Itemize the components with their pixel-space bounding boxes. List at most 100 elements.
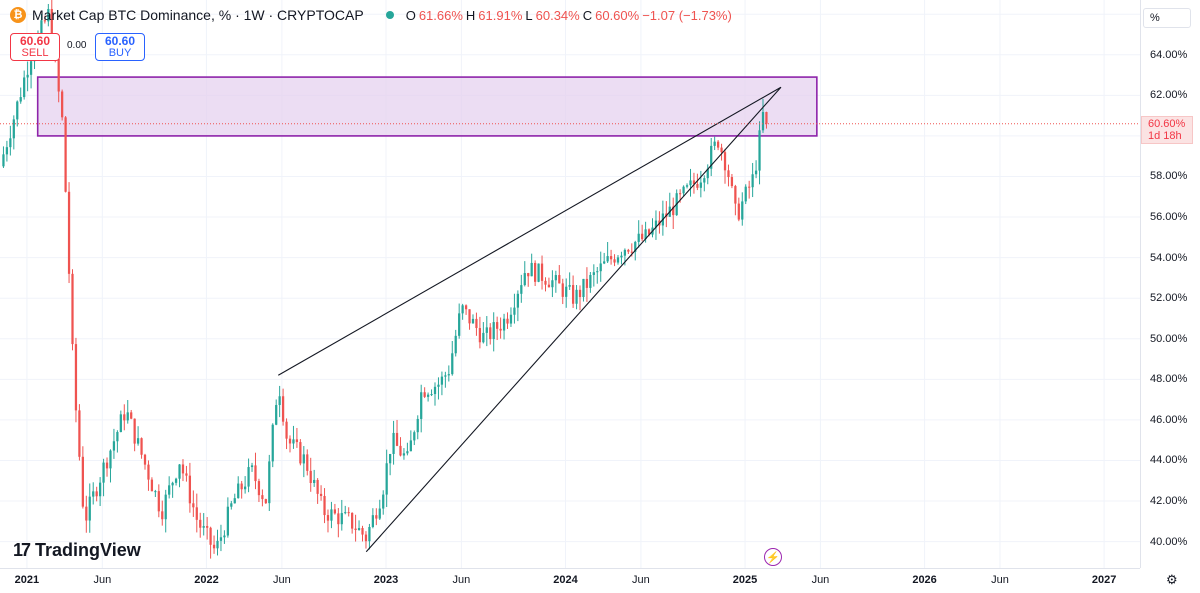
candle-body: [364, 534, 368, 542]
x-tick-label: 2021: [14, 574, 40, 586]
candle-body: [23, 77, 26, 98]
candle-body: [26, 74, 29, 78]
price-scale[interactable]: [1140, 0, 1200, 568]
candle-body: [316, 479, 319, 494]
candle-body: [116, 432, 119, 442]
candle-body: [565, 286, 568, 297]
candle-body: [389, 453, 392, 464]
candle-body: [275, 405, 278, 425]
candle-body: [98, 482, 102, 497]
candle-body: [603, 261, 606, 264]
candle-body: [609, 256, 613, 260]
y-tick-label: 62.00%: [1150, 89, 1188, 102]
chart-pane[interactable]: ₿ Market Cap BTC Dominance, % · 1W · CRY…: [0, 0, 1140, 568]
candle-body: [392, 432, 395, 454]
candle-body: [464, 305, 468, 310]
candle-body: [216, 540, 219, 549]
candle-body: [226, 506, 229, 536]
candle-body: [174, 478, 178, 483]
candle-body: [9, 138, 12, 148]
candle-body: [751, 174, 754, 188]
x-tick-label: Jun: [991, 574, 1009, 586]
candle-body: [243, 486, 247, 490]
candle-body: [523, 273, 526, 286]
candle-body: [223, 535, 226, 538]
candle-body: [188, 475, 192, 504]
candle-body: [496, 322, 499, 329]
candle-body: [627, 249, 630, 252]
y-tick-label: 58.00%: [1150, 170, 1188, 183]
candle-body: [761, 112, 765, 131]
candle-body: [50, 8, 53, 49]
candle-body: [689, 180, 692, 186]
candle-body: [2, 154, 5, 167]
candle-body: [571, 285, 575, 304]
candle-body: [478, 328, 482, 343]
y-tick-label: 50.00%: [1150, 332, 1188, 345]
candle-body: [92, 491, 95, 497]
chart-svg[interactable]: [0, 0, 1140, 568]
candle-body: [313, 479, 316, 484]
candle-body: [81, 456, 84, 507]
candle-body: [416, 418, 419, 433]
candle-body: [537, 263, 540, 282]
y-tick-label: 44.00%: [1150, 454, 1188, 467]
candle-body: [613, 259, 616, 263]
candle-body: [641, 233, 644, 240]
candle-body: [5, 147, 9, 155]
settings-gear-icon[interactable]: ⚙: [1166, 572, 1178, 587]
buy-label: BUY: [108, 47, 132, 59]
candle-body: [378, 508, 381, 519]
candle-body: [57, 58, 60, 92]
spread-value: 0.00: [67, 40, 87, 51]
candle-body: [168, 485, 171, 495]
trend-line-lower: [365, 86, 782, 553]
candle-body: [288, 438, 292, 444]
buy-button[interactable]: 60.60 BUY: [95, 33, 145, 61]
sell-button[interactable]: 60.60 SELL: [10, 33, 60, 61]
candle-body: [679, 193, 682, 195]
candle-body: [596, 271, 599, 273]
x-tick-label: Jun: [632, 574, 650, 586]
sell-label: SELL: [21, 47, 49, 59]
candle-body: [237, 483, 240, 499]
candle-body: [161, 511, 164, 520]
candle-body: [333, 509, 337, 514]
x-tick-label: Jun: [93, 574, 112, 586]
candle-body: [306, 454, 309, 471]
candle-body: [185, 473, 188, 476]
ohlc-high: 61.91%: [478, 7, 523, 23]
last-price-value: 60.60%: [1148, 117, 1186, 130]
candle-body: [154, 491, 157, 493]
candle-body: [485, 327, 488, 333]
candle-body: [382, 494, 385, 509]
candle-body: [437, 384, 440, 387]
y-tick-label: 48.00%: [1150, 373, 1188, 386]
candle-body: [47, 8, 50, 22]
candle-body: [29, 61, 33, 75]
ohlc-close: 60.60%: [595, 7, 640, 23]
candle-body: [240, 483, 243, 490]
trend-lines: [277, 86, 782, 553]
lightning-icon[interactable]: ⚡: [764, 548, 782, 566]
candle-body: [616, 257, 620, 263]
scale-mode-button[interactable]: %: [1143, 8, 1191, 28]
candle-body: [319, 493, 323, 496]
candles: [2, 0, 768, 559]
candle-body: [489, 327, 492, 340]
candle-body: [540, 263, 544, 281]
y-tick-label: 64.00%: [1150, 48, 1188, 61]
candle-body: [181, 464, 185, 474]
candle-body: [171, 482, 174, 486]
candle-body: [468, 309, 471, 324]
candle-body: [723, 152, 727, 171]
time-scale[interactable]: 2021 Jun 2022 Jun 2023 Jun 2024 Jun 2025 Jun 2026 J…: [0, 568, 1140, 593]
candle-body: [475, 318, 478, 329]
candle-body: [268, 461, 271, 504]
candle-body: [247, 467, 250, 487]
candle-body: [126, 412, 129, 421]
candle-body: [447, 374, 450, 376]
bar-countdown: 1d 18h: [1148, 129, 1182, 142]
tradingview-logo[interactable]: 17 TradingView: [13, 540, 141, 561]
symbol-title[interactable]: Market Cap BTC Dominance, % · 1W · CRYPT…: [32, 7, 364, 23]
